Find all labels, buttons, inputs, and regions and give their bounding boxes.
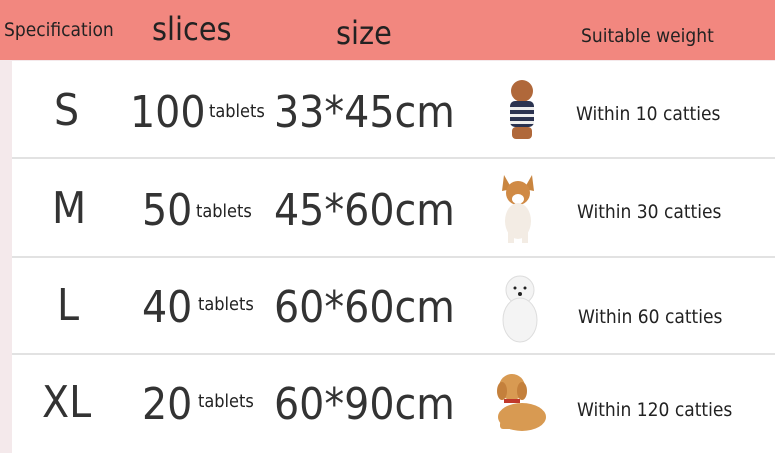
count-cell: 100 [130,87,206,138]
size-cell: 33*45cm [274,87,455,138]
unit-cell: tablets [209,101,265,122]
size-cell: 60*90cm [274,379,455,430]
count-cell: 40 [142,282,193,333]
table-header: Specification slices size Suitable weigh… [0,0,775,60]
count-cell: 20 [142,379,193,430]
golden-retriever-image [497,374,546,431]
header-size: size [336,14,392,52]
weight-cell: Within 30 catties [577,201,722,223]
table-row: S 100 tablets 33*45cm Within 10 catties [12,61,775,159]
unit-cell: tablets [196,201,252,222]
table-row: L 40 tablets 60*60cm Within 60 catties [12,258,775,355]
weight-cell: Within 120 catties [577,399,733,421]
spec-cell: S [54,85,80,136]
size-cell: 60*60cm [274,282,455,333]
header-slices: slices [152,10,232,48]
spec-table: S 100 tablets 33*45cm Within 10 catties … [12,61,775,453]
table-row: XL 20 tablets 60*90cm Within 120 catties [12,355,775,453]
spec-cell: M [52,183,87,234]
spec-cell: L [57,280,80,331]
unit-cell: tablets [198,294,254,315]
count-cell: 50 [142,185,193,236]
table-row: M 50 tablets 45*60cm Within 30 catties [12,159,775,258]
poodle-image [510,80,534,139]
spec-cell: XL [42,377,92,428]
size-cell: 45*60cm [274,185,455,236]
pomeranian-image [502,275,538,343]
corgi-image [502,175,534,243]
header-specification: Specification [4,19,114,41]
weight-cell: Within 60 catties [578,306,723,328]
header-weight: Suitable weight [581,25,714,47]
unit-cell: tablets [198,391,254,412]
weight-cell: Within 10 catties [576,103,721,125]
